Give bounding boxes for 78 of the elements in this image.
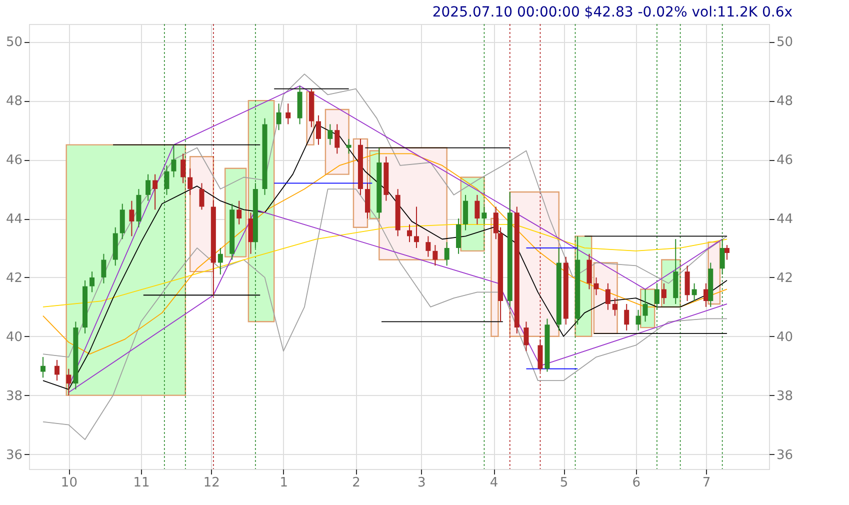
- y-tick-label: 36: [6, 448, 22, 463]
- candlestick: [524, 321, 529, 352]
- candlestick: [152, 174, 158, 210]
- candlestick: [334, 124, 340, 154]
- y-tick-label: 40: [6, 330, 22, 345]
- y2-tick-label: 48: [776, 94, 794, 110]
- candlestick: [316, 114, 321, 146]
- candlestick: [642, 288, 648, 322]
- candlestick: [692, 282, 697, 302]
- candlestick: [40, 356, 46, 378]
- x-tick-label: 6: [632, 476, 641, 490]
- candlestick: [120, 203, 125, 240]
- candlestick: [248, 212, 254, 254]
- candlestick: [612, 298, 618, 316]
- candlestick: [66, 368, 72, 396]
- line-series: [68, 85, 723, 387]
- x-tick-label: 11: [133, 476, 150, 490]
- candlestick: [474, 194, 480, 225]
- candlestick: [218, 247, 223, 275]
- line-series: [42, 188, 728, 440]
- candlestick: [54, 359, 60, 382]
- candlestick: [364, 182, 370, 220]
- candlestick: [188, 168, 193, 196]
- candlestick: [286, 103, 291, 125]
- y2-tick-label: 44: [776, 212, 794, 228]
- y2-tick-label: 42: [776, 270, 794, 286]
- y2-tick-label: 36: [776, 448, 794, 463]
- y-tick-label: 44: [6, 212, 22, 228]
- candlestick: [407, 224, 412, 243]
- candlestick: [328, 124, 333, 146]
- y2-tick-label: 40: [776, 330, 794, 345]
- candlestick: [346, 138, 352, 154]
- candlestick: [432, 244, 438, 266]
- candlestick: [703, 282, 708, 308]
- line-series: [42, 224, 728, 308]
- candlestick: [624, 303, 630, 331]
- candlestick: [146, 174, 151, 202]
- candlestick: [661, 282, 666, 304]
- candlestick: [594, 276, 599, 296]
- x-tick-label: 4: [490, 476, 498, 490]
- x-tick-label: 12: [203, 476, 220, 490]
- candlestick: [180, 153, 186, 184]
- candlestick: [414, 206, 420, 248]
- x-tick-label: 1: [280, 476, 288, 490]
- candlestick: [426, 236, 431, 258]
- candlestick: [605, 282, 610, 310]
- chart-title: 2025.07.10 00:00:00 $42.83 -0.02% vol:11.2K 0.6x: [432, 4, 793, 21]
- y-tick-label: 42: [6, 270, 22, 286]
- line-series: [42, 74, 728, 358]
- y2-tick-label: 38: [776, 388, 794, 404]
- candlestick: [636, 309, 641, 331]
- candlestick: [129, 200, 134, 237]
- candlestick: [276, 103, 282, 131]
- x-tick-label: 3: [418, 476, 426, 490]
- candlestick: [456, 218, 462, 254]
- y-tick-label: 38: [6, 388, 22, 404]
- candlestick: [199, 182, 204, 210]
- y-tick-label: 50: [6, 35, 22, 50]
- y-tick-label: 48: [6, 94, 22, 110]
- x-tick-label: 2: [352, 476, 360, 490]
- candlestick: [654, 282, 660, 310]
- candlestick: [586, 253, 592, 290]
- candlestick: [444, 242, 450, 266]
- y2-tick-label: 46: [776, 153, 794, 168]
- candlestick: [90, 271, 95, 293]
- line-series: [42, 153, 728, 355]
- x-tick-label: 5: [560, 476, 568, 490]
- candlestick: [684, 265, 690, 302]
- x-tick-label: 10: [60, 476, 78, 490]
- line-series: [68, 209, 728, 393]
- candlestick: [101, 253, 106, 284]
- y2-tick-label: 50: [776, 35, 794, 50]
- candlestick: [236, 200, 242, 225]
- y-tick-label: 46: [6, 153, 22, 168]
- candlestick: [463, 194, 468, 231]
- x-tick-label: 7: [702, 476, 711, 490]
- candlestick: [171, 144, 176, 178]
- candlestick: [724, 244, 730, 260]
